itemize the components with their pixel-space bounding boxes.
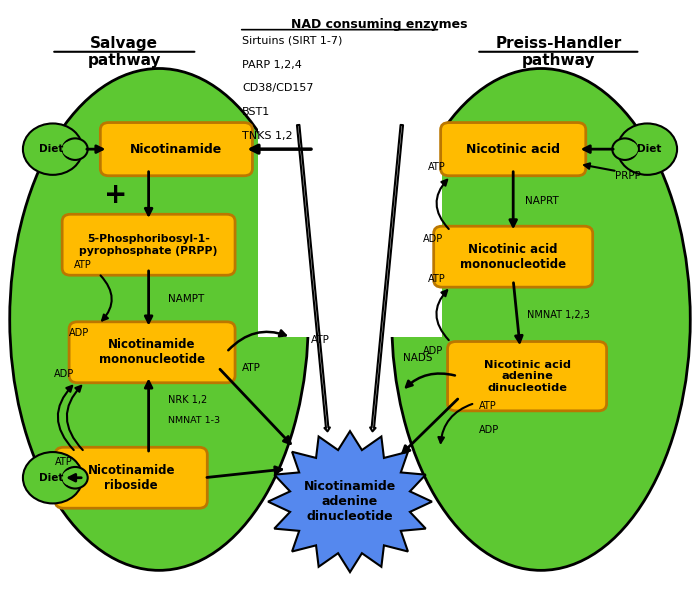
Text: ATP: ATP [242, 364, 261, 373]
Text: ADP: ADP [424, 346, 444, 356]
Text: Diet: Diet [39, 473, 64, 483]
Text: ATP: ATP [428, 274, 446, 283]
Text: ATP: ATP [55, 457, 73, 467]
Text: Nicotinic acid
mononucleotide: Nicotinic acid mononucleotide [460, 242, 566, 271]
FancyBboxPatch shape [55, 447, 207, 508]
Text: CD38/CD157: CD38/CD157 [242, 83, 314, 93]
Text: Sirtuins (SIRT 1-7): Sirtuins (SIRT 1-7) [242, 36, 343, 46]
Text: NAD consuming enzymes: NAD consuming enzymes [291, 17, 468, 31]
Text: NMNAT 1-3: NMNAT 1-3 [168, 417, 220, 426]
Text: Salvage
pathway: Salvage pathway [88, 36, 161, 68]
Text: Preiss-Handler
pathway: Preiss-Handler pathway [495, 36, 622, 68]
Text: NAPRT: NAPRT [525, 196, 559, 206]
FancyBboxPatch shape [440, 122, 586, 175]
Text: Nicotinic acid: Nicotinic acid [466, 143, 560, 156]
Ellipse shape [10, 69, 308, 570]
Circle shape [62, 138, 88, 160]
Text: Nicotinamide
adenine
dinucleotide: Nicotinamide adenine dinucleotide [304, 480, 396, 523]
Text: PRPP: PRPP [615, 171, 640, 181]
Text: ADP: ADP [424, 234, 444, 244]
Text: Diet: Diet [39, 144, 64, 154]
Text: ADP: ADP [54, 369, 74, 379]
Text: BST1: BST1 [242, 107, 271, 118]
FancyBboxPatch shape [447, 341, 607, 411]
Circle shape [62, 141, 81, 157]
Circle shape [617, 124, 677, 175]
FancyBboxPatch shape [69, 322, 235, 383]
Text: NMNAT 1,2,3: NMNAT 1,2,3 [527, 310, 590, 320]
Text: ATP: ATP [74, 260, 92, 270]
Circle shape [23, 124, 83, 175]
Text: Nicotinamide: Nicotinamide [130, 143, 223, 156]
Polygon shape [268, 431, 432, 572]
Text: PARP 1,2,4: PARP 1,2,4 [242, 60, 302, 69]
Circle shape [23, 452, 83, 504]
Text: +: + [104, 181, 127, 209]
Ellipse shape [392, 69, 690, 570]
Circle shape [62, 470, 81, 486]
FancyBboxPatch shape [100, 122, 253, 175]
FancyBboxPatch shape [62, 214, 235, 275]
Text: ATP: ATP [428, 162, 446, 172]
Text: Diet: Diet [636, 144, 661, 154]
Text: NADS: NADS [403, 353, 433, 363]
Text: NAMPT: NAMPT [168, 294, 204, 303]
FancyBboxPatch shape [258, 86, 442, 337]
Text: ADP: ADP [479, 425, 498, 435]
Circle shape [612, 138, 638, 160]
Text: NRK 1,2: NRK 1,2 [168, 395, 207, 405]
FancyBboxPatch shape [434, 226, 593, 287]
Text: TNKS 1,2: TNKS 1,2 [242, 131, 293, 141]
Text: 5-Phosphoribosyl-1-
pyrophosphate (PRPP): 5-Phosphoribosyl-1- pyrophosphate (PRPP) [79, 234, 218, 256]
Text: ATP: ATP [479, 401, 496, 411]
Text: Nicotinamide
riboside: Nicotinamide riboside [88, 464, 175, 491]
Circle shape [619, 141, 638, 157]
Text: ADP: ADP [69, 328, 90, 338]
Circle shape [62, 467, 88, 488]
Text: Nicotinamide
mononucleotide: Nicotinamide mononucleotide [99, 338, 205, 366]
Text: Nicotinic acid
adenine
dinucleotide: Nicotinic acid adenine dinucleotide [484, 359, 570, 393]
Text: ATP: ATP [312, 335, 330, 346]
